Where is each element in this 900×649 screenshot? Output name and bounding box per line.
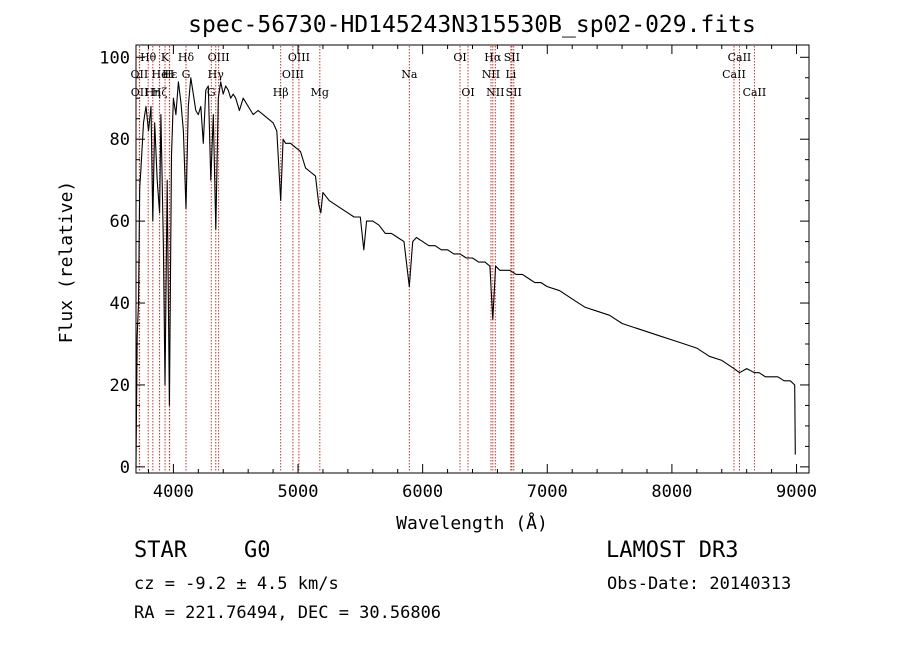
x-tick-label: 7000 (527, 482, 568, 502)
line-label: OII (131, 68, 149, 81)
survey-name: LAMOST DR3 (606, 538, 739, 563)
line-label: Na (401, 68, 418, 81)
line-label: OII (131, 86, 149, 99)
y-axis-label: Flux (relative) (56, 181, 77, 344)
line-label: H (165, 68, 175, 81)
y-tick-label: 0 (120, 458, 130, 478)
emission-line-markers (138, 46, 755, 472)
line-label: K (161, 51, 170, 64)
line-label: OI (453, 51, 466, 64)
line-label: Hη (145, 86, 161, 99)
line-label: SII (506, 86, 522, 99)
x-tick-label: 9000 (776, 482, 817, 502)
line-label: CaII (743, 86, 767, 99)
redshift-velocity: cz = -9.2 ± 4.5 km/s (134, 574, 339, 594)
line-label: He (152, 68, 168, 81)
line-label: OIII (288, 51, 310, 64)
x-tick-label: 8000 (651, 482, 692, 502)
line-label: Hε (162, 68, 178, 81)
line-label: Hα (484, 51, 502, 64)
object-subclass: G0 (244, 538, 271, 563)
line-label: Hδ (178, 51, 195, 64)
line-label: OI (461, 86, 474, 99)
coordinates: RA = 221.76494, DEC = 30.56806 (134, 603, 442, 623)
line-label: SII (504, 51, 520, 64)
x-tick-label: 5000 (278, 482, 319, 502)
line-label: CaII (728, 51, 752, 64)
line-label: NII (482, 68, 500, 81)
axis-tick-labels: 4000 5000 6000 7000 8000 9000 0 20 40 60 80 100 (99, 48, 817, 502)
y-tick-label: 80 (110, 130, 130, 150)
line-label: G (182, 68, 191, 81)
axis-ticks (136, 45, 809, 473)
chart-title: spec-56730-HD145243N315530B_sp02-029.fit… (188, 12, 756, 38)
y-tick-label: 60 (110, 212, 130, 232)
line-label: OIII (208, 51, 230, 64)
line-label: Hζ (152, 86, 168, 99)
x-tick-label: 4000 (153, 482, 194, 502)
line-label: Hβ (273, 86, 289, 99)
spectrum-line (135, 77, 796, 467)
line-label: CaII (722, 68, 746, 81)
line-label: Hθ (140, 51, 157, 64)
line-label: Hγ (208, 68, 225, 81)
observation-date: Obs-Date: 20140313 (607, 574, 792, 594)
line-label: NII (486, 86, 504, 99)
plot-frame (135, 44, 810, 474)
line-label: OIII (282, 68, 304, 81)
x-tick-label: 6000 (402, 482, 443, 502)
y-tick-label: 40 (110, 294, 130, 314)
line-label: G (207, 86, 216, 99)
x-axis-label: Wavelength (Å) (396, 512, 548, 534)
y-tick-label: 20 (110, 376, 130, 396)
line-label: Li (505, 68, 516, 81)
y-tick-label: 100 (99, 48, 130, 68)
line-label: Mg (311, 86, 329, 99)
object-class: STAR (134, 538, 187, 563)
